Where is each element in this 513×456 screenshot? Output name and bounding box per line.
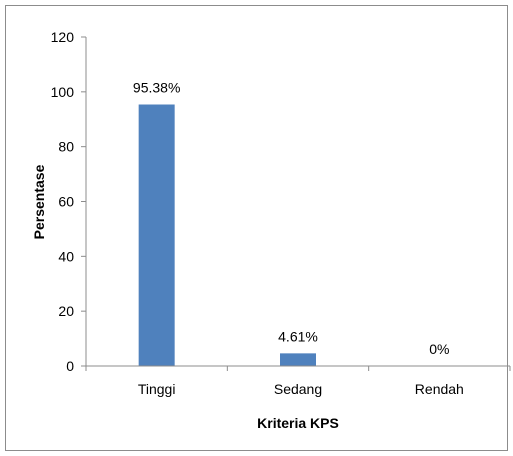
x-tick-label: Sedang [274, 381, 322, 397]
bar-sedang [280, 353, 316, 366]
y-tick-label: 100 [51, 84, 75, 100]
bars: 95.38% 4.61% 0% [133, 79, 449, 367]
x-tick-label: Tinggi [138, 381, 176, 397]
x-axis-ticks: Tinggi Sedang Rendah [138, 381, 464, 397]
y-tick-label: 40 [58, 248, 74, 264]
y-axis-ticks: 0 20 40 60 80 100 120 [51, 29, 511, 374]
y-axis-title: Persentase [31, 164, 47, 239]
x-tick-label: Rendah [415, 381, 464, 397]
y-tick-label: 20 [58, 303, 74, 319]
y-tick-label: 120 [51, 29, 75, 45]
data-label: 0% [429, 341, 449, 357]
y-tick-label: 60 [58, 194, 74, 210]
y-tick-label: 0 [66, 358, 74, 374]
data-label: 4.61% [278, 328, 318, 344]
chart-frame [5, 5, 508, 451]
y-tick-label: 80 [58, 139, 74, 155]
data-label: 95.38% [133, 79, 180, 95]
x-axis-title: Kriteria KPS [257, 415, 339, 431]
bar-tinggi [138, 104, 175, 367]
